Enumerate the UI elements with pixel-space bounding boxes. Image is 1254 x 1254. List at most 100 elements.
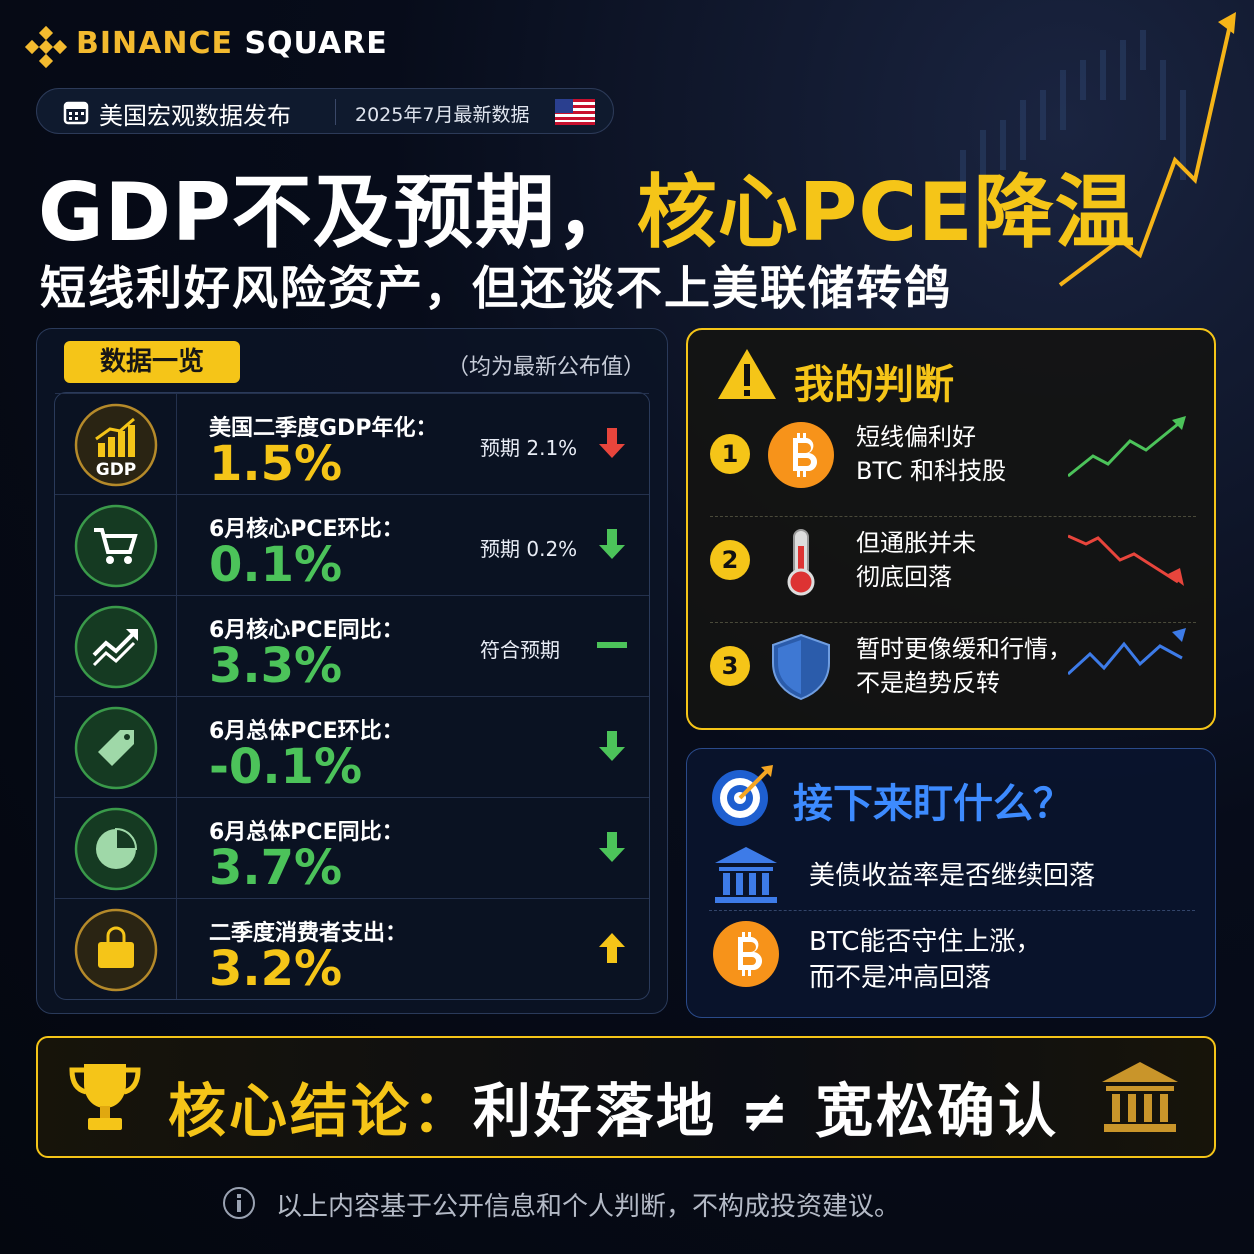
panel-note: （均为最新公布值） [446,355,645,380]
icon-shape [599,428,625,458]
icon-shape [1144,1094,1152,1122]
icon-shape [1112,1094,1120,1122]
icon-shape [1160,1094,1168,1122]
icon-shape [778,640,801,694]
icon-shape [1040,90,1046,140]
trend-arrow [597,642,627,648]
data-row: 6月总体PCE同比： 3.7% [55,797,649,898]
watch-title: 接下来盯什么？ [793,781,1073,827]
icon-text: GDP [96,460,137,480]
icon-shape [715,897,777,903]
row-icon [74,605,158,689]
icon-shape [69,117,72,120]
icon-shape [126,629,138,641]
watch-panel: 接下来盯什么？ 美债收益率是否继续回落 BTC能否守住上涨， 而不是冲高回落 [686,748,1216,1018]
icon-shape [69,1067,141,1095]
trend-arrow [599,529,625,559]
trend-arrow [599,832,625,862]
headline-part1: GDP不及预期， [38,166,637,259]
icon-shape [1168,568,1184,586]
icon-shape [74,605,158,689]
item-text: BTC 和科技股 [856,457,1007,485]
icon-shape [960,150,966,210]
brand-logo [24,25,68,69]
icon-shape [749,873,756,895]
item-text: 短线偏利好 [856,423,976,451]
calendar-icon [63,101,89,125]
icon-shape [1058,24,1232,287]
item-text: 彻底回落 [856,563,952,591]
judgment-panel: 我的判断 1 短线偏利好 BTC 和科技股 2 但通胀并未 彻底回落 3 暂时更像缓和行情， 不… [686,328,1216,730]
watch-icon [713,921,779,987]
icon-shape [115,827,138,850]
tag-label: 美国宏观数据发布 [99,102,291,130]
icon-shape [118,431,125,457]
row-value: 0.1% [209,537,343,593]
row-label: 二季度消费者支出： [209,921,408,946]
icon-shape [98,425,135,457]
row-value: 1.5% [209,436,343,492]
icon-shape [52,39,68,55]
icon-shape [803,433,806,439]
item-icon [787,529,815,596]
data-row: 6月总体PCE环比： -0.1% [55,696,649,797]
row-label: 6月总体PCE环比： [209,719,404,744]
row-icon [74,807,158,891]
icon-shape [748,970,751,976]
icon-shape [38,25,54,41]
icon-shape [744,390,750,396]
icon-shape [960,30,1186,210]
target-icon [712,765,773,826]
mini-chart [1068,628,1186,676]
icon-shape [723,873,730,895]
icon-shape [1180,90,1186,180]
trend-arrow [599,428,625,458]
icon-shape [555,117,595,120]
icon-shape [797,433,800,439]
icon-shape [803,471,806,477]
separator [710,516,1196,517]
icon-shape [1218,12,1236,34]
icon-shape [715,847,777,863]
watch-icon [715,847,777,903]
icon-shape [793,438,818,472]
item-icon [772,633,830,701]
icon-shape [599,731,625,761]
icon-shape [95,417,135,441]
icon-shape [555,111,595,114]
trend-arrow [599,933,625,963]
item-text: 不是趋势反转 [856,669,1000,697]
judgment-title: 我的判断 [794,362,954,408]
icon-shape [738,937,763,971]
icon-shape [65,103,87,109]
headline: GDP不及预期，核心PCE降温 [38,148,1136,264]
row-label: 美国二季度GDP年化： [209,416,438,441]
data-row: 二季度消费者支出： 3.2% [55,898,649,999]
divider [335,99,336,125]
icon-shape [98,942,134,968]
trend-arrow [599,731,625,761]
data-panel: 数据一览 （均为最新公布值） GDP 美国二季度GDP年化： 1.5% 预期 2.1%… [36,328,668,1014]
icon-shape [38,53,54,69]
icon-shape [1106,1086,1174,1091]
icon-shape [744,364,750,386]
icon-shape [1000,120,1006,170]
row-expectation: 符合预期 [480,638,560,662]
row-label: 6月总体PCE同比： [209,820,404,845]
icon-shape [237,1194,241,1198]
bank-icon [1102,1062,1178,1132]
mini-chart [1068,534,1184,586]
icon-shape [599,933,625,963]
icon-shape [24,39,40,55]
icon-shape [742,932,745,938]
icon-shape [1172,416,1186,430]
icon-shape [106,926,126,942]
icon-shape [1102,1062,1178,1082]
brand-accent: BINANCE [76,26,233,61]
icon-shape [24,25,68,69]
row-label: 6月核心PCE环比： [209,517,404,542]
icon-shape [74,504,158,588]
icon-shape [1068,534,1179,584]
icon-shape [124,556,132,564]
